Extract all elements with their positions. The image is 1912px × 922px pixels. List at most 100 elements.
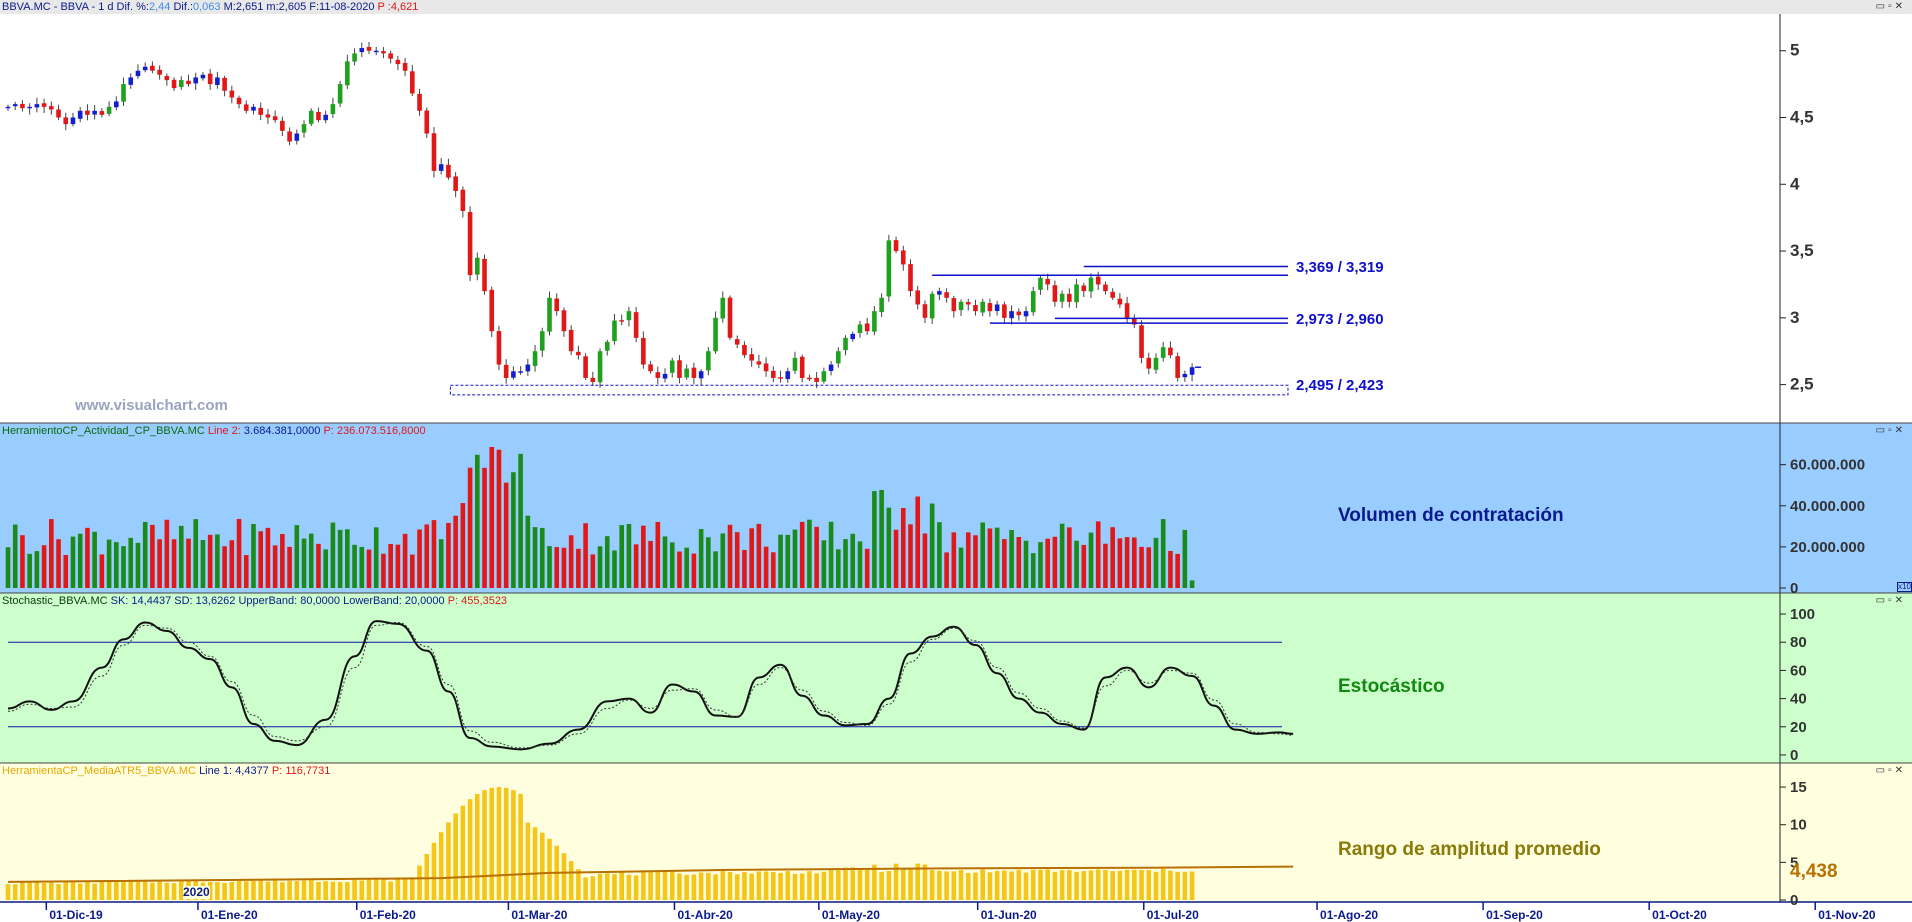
volume-bar [186,538,191,588]
stoch-sd-line [7,621,1294,749]
atr-bar [20,881,25,900]
volume-bar [1045,538,1050,588]
candle-body [373,50,379,53]
volume-bar [316,543,321,588]
atr-bar [1038,869,1043,900]
volume-bar [1016,537,1022,588]
stoch-ub-value: 80,0000 [300,595,341,607]
candle-body [973,305,978,312]
stoch-window-buttons[interactable]: ▭▫✕ [1875,595,1906,606]
candle-body [49,106,54,110]
atr-bar [229,882,235,900]
candle-body [1067,293,1072,302]
stoch-panel-bg [0,593,1912,763]
atr-bar [1139,870,1144,900]
volume-bar [1103,543,1108,588]
volume-bar [157,539,162,588]
volume-bar [460,503,466,588]
interval-label[interactable]: 1 d [98,1,114,13]
candle-body [612,320,617,342]
date-tick-label: 01-Abr-20 [677,908,733,922]
atr-bar [1081,871,1087,900]
candle-body [496,331,502,365]
stoch-sk-line [7,620,1294,751]
atr-bar [539,832,545,900]
candle-body [554,298,560,312]
date-value: 11-08-2020 [319,1,375,13]
atr-bar [12,884,18,900]
candle-body [872,311,877,332]
candle-body [431,133,437,171]
atr-bar [381,878,386,900]
atr-bar [402,878,408,900]
atr-bar [301,880,307,900]
atr-bar [1009,871,1014,900]
volume-bar [294,525,300,588]
atr-bar [308,879,314,900]
atr-bar [27,882,32,900]
atr-window-buttons[interactable]: ▭▫✕ [1875,765,1906,776]
stoch-tick-label: 60 [1790,662,1807,679]
volume-bar [691,553,697,588]
date-tick-label: 01-Ene-20 [201,908,258,922]
atr-bar [106,880,112,900]
candle-body [503,364,509,378]
atr-bar [1117,870,1123,900]
volume-bar [63,554,69,588]
atr-bar [85,880,90,900]
volume-bar [922,533,928,588]
candle-body [157,69,162,75]
level-label-2: 2,973 / 2,960 [1296,311,1384,328]
stoch-sk-value: 14,4437 [131,595,172,607]
candle-body [34,104,40,108]
atr-bar [763,871,769,900]
atr-bar [756,871,762,900]
stoch-tick-label: 40 [1790,691,1807,708]
candle-body [807,377,812,380]
volume-bar [518,453,523,588]
atr-bar [366,878,372,900]
atr-bar [121,881,126,900]
symbol-label: BBVA.MC - BBVA - [2,1,96,13]
atr-bar [1124,869,1130,900]
atr-bar [900,869,906,900]
candle-body [965,302,971,305]
atr-bar [814,873,819,900]
volume-bar [1160,519,1166,588]
volume-bar [547,546,552,588]
candle-body [698,371,704,379]
candle-body [929,293,935,319]
volume-bar [850,533,856,588]
volume-window-buttons[interactable]: ▭▫✕ [1875,425,1906,436]
volume-bar [532,527,538,588]
volume-bar [5,547,11,588]
candle-body [265,114,271,118]
candle-body [366,46,372,51]
candle-body [301,124,307,133]
candle-body [1146,357,1152,369]
volume-bar [1002,539,1007,588]
atr-tick-label: 15 [1790,779,1807,796]
atr-bar [612,874,617,900]
atr-bar [164,882,170,900]
volume-bar [886,507,892,588]
volume-bar [539,527,545,588]
candle-body [453,176,458,191]
candle-body [236,97,242,105]
atr-bar [821,871,827,900]
volume-bar [1117,538,1123,588]
price-window-buttons[interactable]: ▭▫✕ [1875,1,1906,12]
candle-body [424,110,430,134]
volume-bar [864,548,870,588]
volume-tick-label: 60.000.000 [1790,457,1865,474]
atr-bar [698,872,704,900]
atr-bar [843,867,848,900]
price-panel [5,41,1289,396]
candle-body [1153,357,1159,370]
atr-bar [691,874,697,900]
date-tick-label: 01-Feb-20 [360,908,416,922]
candle-body [85,110,90,115]
atr-bar [34,881,40,900]
candle-body [1038,277,1043,290]
